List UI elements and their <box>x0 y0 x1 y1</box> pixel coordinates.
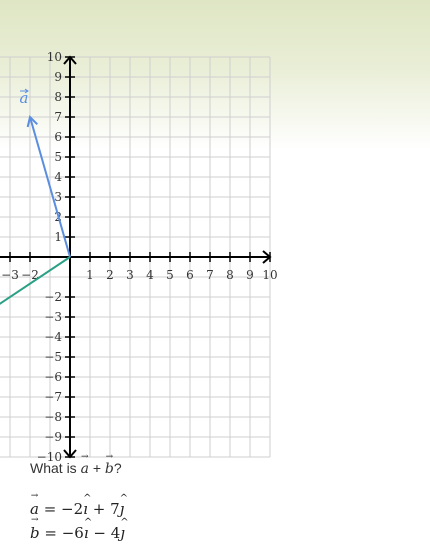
y-tick-label: −7 <box>44 390 62 404</box>
x-tick-label: 8 <box>226 268 234 282</box>
question-vector-b: b <box>105 452 114 477</box>
vector-b <box>0 256 71 305</box>
x-tick-label: 9 <box>246 268 254 282</box>
x-tick-label: 2 <box>106 268 114 282</box>
y-tick-label: 1 <box>54 230 62 244</box>
question-plus: + <box>88 460 105 476</box>
equation-b-name: b <box>30 515 40 542</box>
equation-a: a = −2ı + 7ȷ <box>30 491 125 518</box>
y-tick-label: 8 <box>54 90 62 104</box>
question-text: What is a + b? <box>30 452 122 477</box>
unit-j-hat: ȷ <box>120 517 125 542</box>
equation-a-name: a <box>30 491 39 518</box>
vector-group <box>0 115 71 305</box>
y-tick-label: −8 <box>44 410 62 424</box>
y-tick-label: 7 <box>54 110 62 124</box>
vector-a-label: a <box>20 89 29 107</box>
x-tick-label: 10 <box>262 268 277 282</box>
y-tick-label: 5 <box>54 150 62 164</box>
question-prefix: What is <box>30 460 81 476</box>
y-tick-label: −3 <box>44 310 62 324</box>
x-tick-label: 3 <box>126 268 134 282</box>
question-suffix: ? <box>113 460 122 476</box>
question-vector-a: a <box>81 452 90 477</box>
tick-labels: −3−21234567891010987654321−2−3−4−5−6−7−8… <box>1 50 277 464</box>
x-tick-label: −2 <box>21 268 39 282</box>
y-tick-label: 6 <box>54 130 62 144</box>
y-tick-label: 4 <box>54 170 62 184</box>
y-tick-label: −2 <box>44 290 62 304</box>
y-tick-label: 9 <box>54 70 62 84</box>
header-background <box>0 0 430 150</box>
y-tick-label: 10 <box>47 50 62 64</box>
vector-a <box>29 116 71 258</box>
vector-a-label-arrow <box>20 88 29 94</box>
y-tick-label: −6 <box>44 370 62 384</box>
equation-b: b = −6ı − 4ȷ <box>30 515 125 542</box>
equation-a-coef-j: + 7 <box>87 500 120 518</box>
x-tick-label: 5 <box>166 268 174 282</box>
vector-a-arrowhead <box>26 115 38 128</box>
unit-j-hat: ȷ <box>120 493 125 518</box>
y-tick-label: −9 <box>44 430 62 444</box>
y-tick-label: −5 <box>44 350 62 364</box>
equation-b-coef-j: − 4 <box>88 524 121 542</box>
equation-a-coef-i: = −2 <box>38 500 84 518</box>
equation-b-coef-i: = −6 <box>39 524 84 542</box>
x-tick-label: 7 <box>206 268 214 282</box>
x-tick-label: 4 <box>146 268 154 282</box>
y-tick-label: −10 <box>37 450 62 464</box>
x-tick-label: 1 <box>86 268 94 282</box>
y-tick-label: 3 <box>54 190 62 204</box>
unit-i-hat: ı <box>84 517 89 542</box>
unit-i-hat: ı <box>83 493 88 518</box>
x-tick-label: −3 <box>1 268 19 282</box>
y-tick-label: −4 <box>44 330 62 344</box>
x-tick-label: 6 <box>186 268 194 282</box>
vectors: a <box>0 88 71 305</box>
